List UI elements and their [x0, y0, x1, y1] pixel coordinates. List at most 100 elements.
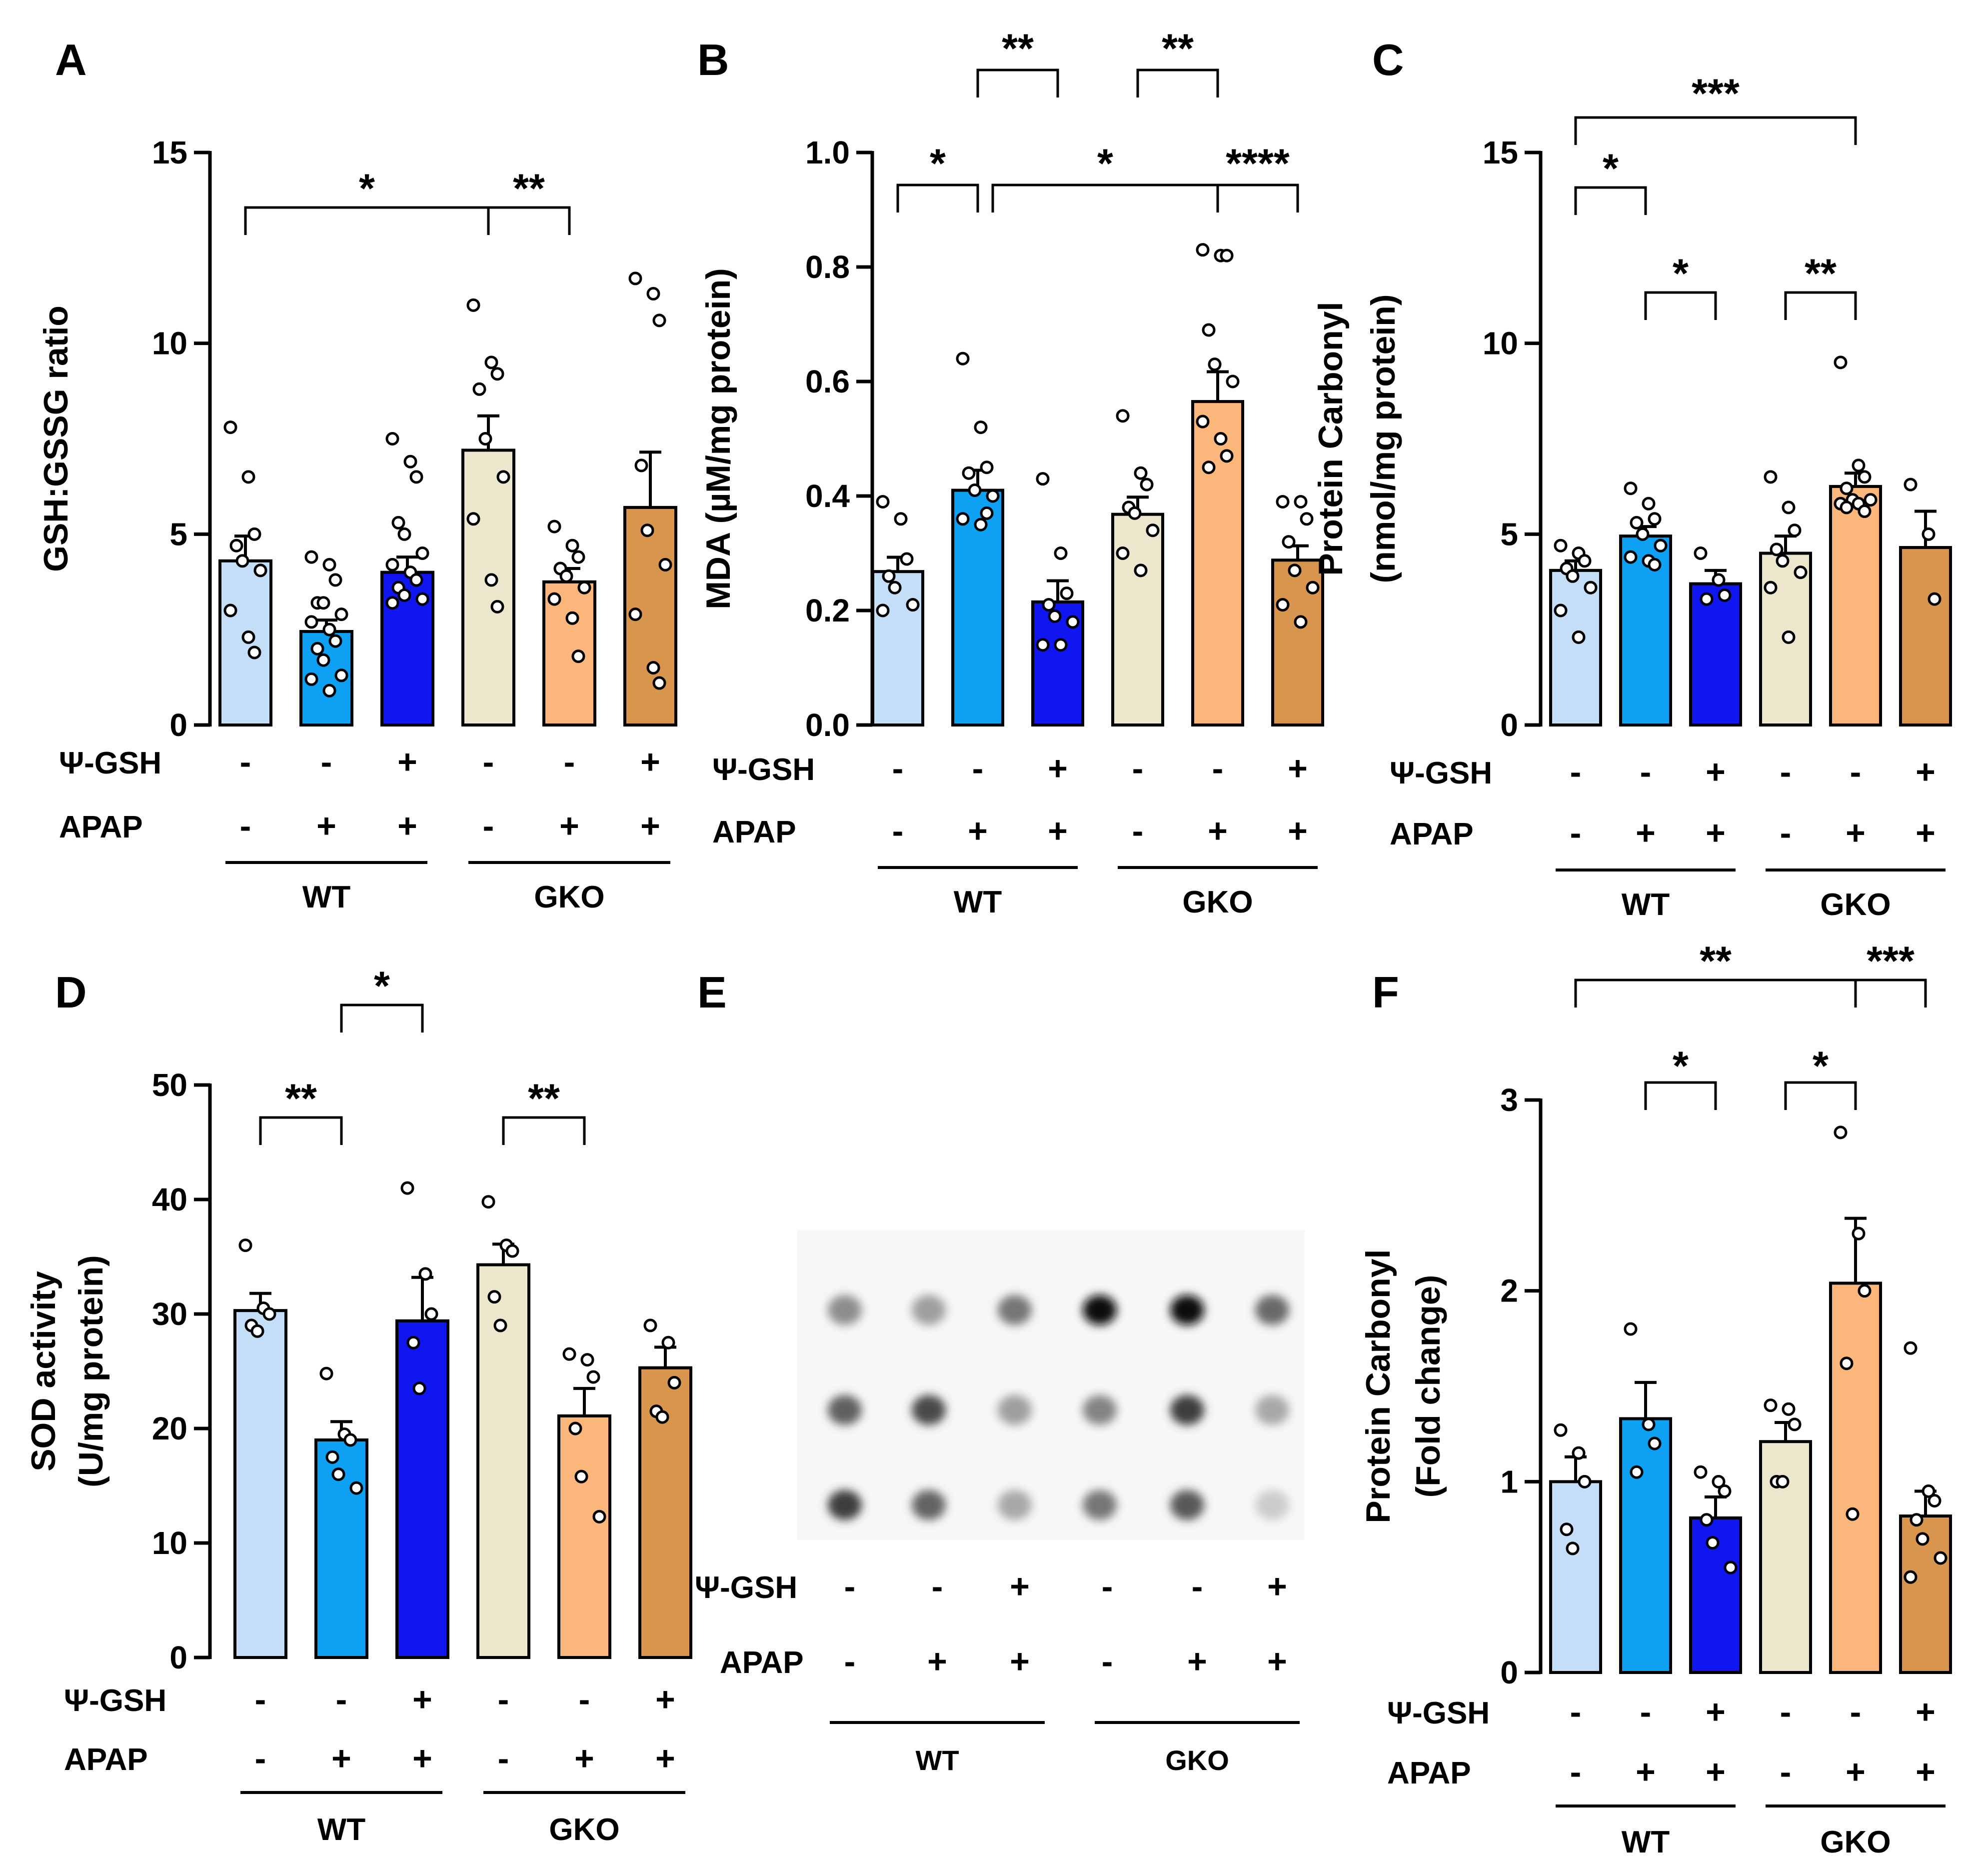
data-point — [1834, 356, 1848, 370]
data-point — [1764, 580, 1778, 594]
panel-letter-d: D — [55, 968, 87, 1017]
data-point — [628, 608, 642, 622]
significance-stars: ** — [513, 166, 545, 212]
apap-sign: + — [1288, 812, 1308, 850]
data-point — [223, 604, 237, 618]
gko-group-label: GKO — [1820, 888, 1891, 922]
data-point — [956, 352, 970, 366]
gsh-sign: - — [321, 743, 332, 781]
data-point — [484, 356, 498, 370]
apap-sign: + — [1636, 814, 1656, 852]
data-point — [1788, 524, 1802, 538]
data-point — [1764, 470, 1778, 484]
data-point — [1624, 550, 1638, 564]
gsh-sign: - — [1850, 1693, 1862, 1731]
significance-bracket — [1854, 978, 1927, 1008]
data-point — [1782, 630, 1796, 644]
blot-dot — [1255, 1395, 1289, 1425]
data-point — [1276, 598, 1290, 612]
data-point — [1852, 1226, 1866, 1240]
data-point — [565, 538, 579, 552]
data-point — [655, 1410, 669, 1424]
data-point — [980, 460, 994, 474]
data-point — [1048, 609, 1062, 623]
gsh-sign: - — [1570, 1693, 1582, 1731]
bar — [1191, 400, 1244, 726]
e-apap-sign: + — [927, 1642, 947, 1680]
data-point — [568, 1422, 582, 1436]
bar — [1829, 484, 1882, 727]
data-point — [667, 1376, 681, 1390]
data-point — [1054, 546, 1068, 560]
gsh-sign: + — [655, 1680, 675, 1718]
data-point — [1840, 500, 1854, 514]
panel-letter-e: E — [697, 968, 727, 1017]
data-point — [1694, 546, 1708, 560]
data-point — [876, 494, 890, 508]
y-axis-label-units: (U/mg protein) — [72, 1255, 110, 1488]
data-point — [1904, 1570, 1918, 1584]
data-point — [1858, 504, 1872, 518]
data-point — [652, 314, 666, 328]
apap-sign: - — [483, 807, 494, 845]
blot-membrane — [797, 1230, 1305, 1540]
significance-stars: ** — [1805, 251, 1837, 296]
blot-dot — [912, 1295, 946, 1325]
data-point — [1128, 506, 1142, 520]
y-tick-label: 0 — [169, 1640, 187, 1676]
data-point — [1788, 1418, 1802, 1432]
data-point — [1572, 630, 1586, 644]
bar — [1619, 534, 1672, 727]
data-point — [229, 538, 243, 552]
significance-bracket — [976, 68, 1059, 98]
data-point — [415, 592, 429, 606]
data-point — [1294, 494, 1308, 508]
data-point — [1042, 598, 1056, 612]
e-apap-label: APAP — [720, 1646, 804, 1680]
apap-sign: + — [655, 1740, 675, 1778]
gsh-sign: + — [1916, 1693, 1936, 1731]
y-tick-label: 30 — [152, 1296, 187, 1332]
data-point — [574, 1470, 588, 1484]
bar — [871, 570, 924, 726]
gsh-sign: + — [1916, 753, 1936, 791]
gko-group-label: GKO — [534, 880, 604, 914]
blot-dot — [998, 1395, 1032, 1425]
data-point — [1718, 588, 1732, 602]
data-point — [577, 580, 591, 594]
y-tick-label: 3 — [1500, 1082, 1518, 1118]
bar — [1899, 546, 1952, 727]
data-point — [1202, 323, 1216, 337]
data-point — [1196, 414, 1210, 428]
y-axis-label: MDA (µM/mg protein) — [699, 268, 737, 610]
data-point — [876, 604, 890, 618]
gsh-sign: + — [1706, 1693, 1726, 1731]
data-point — [1694, 1465, 1708, 1479]
gsh-row-label: Ψ-GSH — [1387, 1696, 1490, 1730]
data-point — [1834, 1126, 1848, 1140]
y-tick-label: 15 — [152, 134, 187, 170]
apap-sign: + — [412, 1740, 432, 1778]
significance-bracket — [1216, 184, 1299, 212]
gsh-sign: - — [1850, 753, 1862, 791]
data-point — [1904, 1341, 1918, 1355]
significance-bracket — [1136, 68, 1219, 98]
data-point — [547, 520, 561, 534]
gsh-sign: - — [255, 1680, 266, 1718]
data-point — [974, 518, 988, 532]
data-point — [325, 1450, 339, 1464]
data-point — [661, 1336, 675, 1350]
apap-sign: + — [1846, 814, 1866, 852]
apap-sign: + — [1706, 814, 1726, 852]
data-point — [640, 524, 654, 538]
data-point — [481, 1195, 495, 1209]
data-point — [986, 489, 1000, 503]
data-point — [1700, 1513, 1714, 1527]
data-point — [571, 550, 585, 564]
wt-group-label: WT — [317, 1812, 366, 1847]
bar — [395, 1319, 449, 1659]
data-point — [331, 1468, 345, 1482]
data-point — [466, 512, 480, 526]
y-tick-label: 1.0 — [805, 134, 850, 170]
